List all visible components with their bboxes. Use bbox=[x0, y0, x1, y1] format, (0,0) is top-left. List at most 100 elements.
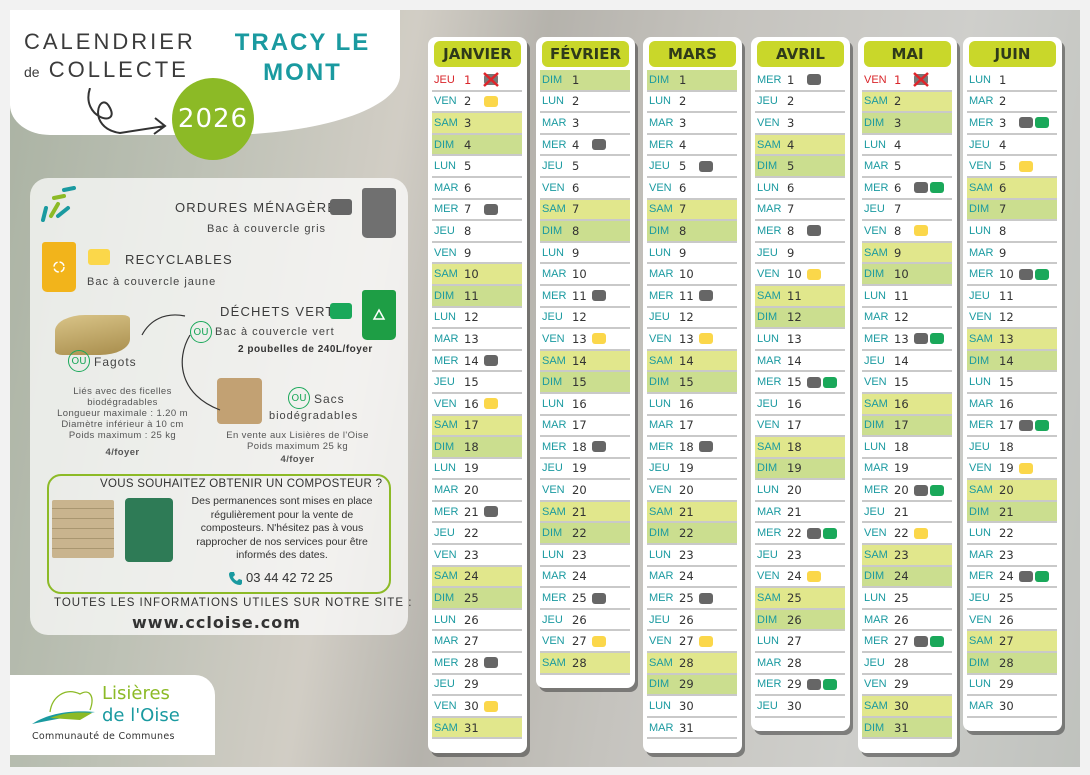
day-number: 7 bbox=[464, 202, 472, 217]
weekday-label: LUN bbox=[542, 548, 565, 561]
day-number: 7 bbox=[894, 202, 902, 217]
day-row: MAR 5 bbox=[862, 156, 952, 178]
day-number: 7 bbox=[787, 202, 795, 217]
weekday-label: MAR bbox=[434, 635, 459, 648]
day-number: 17 bbox=[679, 418, 694, 433]
day-number: 29 bbox=[894, 677, 909, 692]
weekday-label: VEN bbox=[649, 484, 672, 497]
day-number: 2 bbox=[787, 94, 795, 109]
day-row: MER 13 bbox=[862, 329, 952, 351]
day-number: 21 bbox=[999, 504, 1014, 519]
day-number: 11 bbox=[464, 288, 479, 303]
day-row: JEU 8 bbox=[432, 221, 522, 243]
day-row: JEU 7 bbox=[862, 200, 952, 222]
day-number: 25 bbox=[894, 591, 909, 606]
weekday-label: JEU bbox=[649, 462, 670, 475]
day-number: 15 bbox=[999, 375, 1014, 390]
day-number: 15 bbox=[572, 375, 587, 390]
weekday-label: LUN bbox=[649, 700, 672, 713]
arrows-icon bbox=[141, 314, 221, 411]
weekday-label: JEU bbox=[757, 95, 778, 108]
day-number: 10 bbox=[894, 267, 909, 282]
day-row: SAM 16 bbox=[862, 393, 952, 416]
grey-collection-marker bbox=[807, 527, 821, 539]
month-title: AVRIL bbox=[757, 41, 844, 67]
day-row: SAM 14 bbox=[647, 350, 737, 373]
day-number: 7 bbox=[572, 202, 580, 217]
weekday-label: VEN bbox=[969, 462, 992, 475]
weekday-label: DIM bbox=[434, 440, 455, 453]
detail-line: biodégradables bbox=[87, 397, 158, 408]
day-row: JEU 1 bbox=[432, 70, 522, 92]
day-number: 27 bbox=[572, 634, 587, 649]
day-row: MER 11 bbox=[647, 286, 737, 308]
recycle-icon bbox=[53, 261, 65, 273]
day-number: 24 bbox=[894, 569, 909, 584]
day-number: 15 bbox=[464, 375, 479, 390]
weekday-label: SAM bbox=[757, 440, 781, 453]
day-row: DIM 1 bbox=[540, 70, 630, 92]
day-number: 26 bbox=[679, 612, 694, 627]
day-row: DIM 28 bbox=[967, 653, 1057, 675]
weekday-label: VEN bbox=[649, 332, 672, 345]
weekday-label: MAR bbox=[649, 721, 674, 734]
day-row: MER 18 bbox=[647, 437, 737, 459]
composter-phone[interactable]: 03 44 42 72 25 bbox=[228, 570, 333, 585]
or-badge: OU bbox=[68, 350, 90, 372]
weekday-label: SAM bbox=[434, 268, 458, 281]
grey-collection-marker bbox=[484, 203, 498, 215]
grey-collection-marker bbox=[807, 225, 821, 237]
day-number: 19 bbox=[679, 461, 694, 476]
weekday-label: DIM bbox=[969, 203, 990, 216]
day-row: JEU 18 bbox=[967, 437, 1057, 459]
website-link[interactable]: www.ccloise.com bbox=[132, 613, 301, 632]
day-number: 14 bbox=[679, 353, 694, 368]
day-number: 11 bbox=[999, 288, 1014, 303]
day-number: 2 bbox=[464, 94, 472, 109]
day-number: 2 bbox=[999, 94, 1007, 109]
day-number: 16 bbox=[787, 396, 802, 411]
day-row: VEN 13 bbox=[647, 329, 737, 351]
day-row: SAM 7 bbox=[540, 199, 630, 222]
day-row: SAM 24 bbox=[432, 566, 522, 589]
day-row: JEU 2 bbox=[755, 92, 845, 114]
day-row: JEU 12 bbox=[647, 308, 737, 330]
day-row: JEU 11 bbox=[967, 286, 1057, 308]
grey-collection-marker bbox=[592, 592, 606, 604]
day-number: 17 bbox=[999, 418, 1014, 433]
day-row: MAR 27 bbox=[432, 631, 522, 654]
weekday-label: SAM bbox=[969, 484, 993, 497]
weekday-label: LUN bbox=[542, 246, 565, 259]
day-row: LUN 19 bbox=[432, 459, 522, 481]
day-row: MER 28 bbox=[432, 653, 522, 675]
day-number: 5 bbox=[464, 159, 472, 174]
month-5: JUIN LUN 1 MAR 2 MER 3 JEU 4 VEN 5 SAM 6 DIM 7 LUN 8 MAR 9… bbox=[963, 37, 1062, 731]
day-number: 5 bbox=[679, 159, 687, 174]
day-number: 23 bbox=[787, 547, 802, 562]
weekday-label: SAM bbox=[542, 203, 566, 216]
day-row: DIM 11 bbox=[432, 285, 522, 308]
weekday-label: JEU bbox=[542, 613, 563, 626]
day-row: SAM 17 bbox=[432, 415, 522, 438]
day-row: DIM 15 bbox=[647, 372, 737, 394]
day-row: SAM 20 bbox=[967, 480, 1057, 502]
day-number: 2 bbox=[894, 94, 902, 109]
day-row: LUN 18 bbox=[862, 437, 952, 459]
weekday-label: DIM bbox=[542, 376, 563, 389]
logo-name2: de l'Oise bbox=[102, 705, 180, 726]
day-number: 6 bbox=[464, 180, 472, 195]
month-title: MARS bbox=[649, 41, 736, 67]
day-number: 3 bbox=[787, 115, 795, 130]
weekday-label: MER bbox=[434, 354, 459, 367]
day-row: LUN 30 bbox=[647, 696, 737, 718]
grey-collection-marker bbox=[592, 441, 606, 453]
weekday-label: MAR bbox=[864, 311, 889, 324]
day-number: 6 bbox=[787, 180, 795, 195]
weekday-label: LUN bbox=[969, 527, 992, 540]
day-number: 10 bbox=[572, 267, 587, 282]
month-title: JUIN bbox=[969, 41, 1056, 67]
detail-line: Poids maximum 25 kg bbox=[246, 441, 349, 452]
weekday-label: SAM bbox=[969, 635, 993, 648]
day-number: 19 bbox=[999, 461, 1014, 476]
green-collection-marker bbox=[823, 376, 837, 388]
